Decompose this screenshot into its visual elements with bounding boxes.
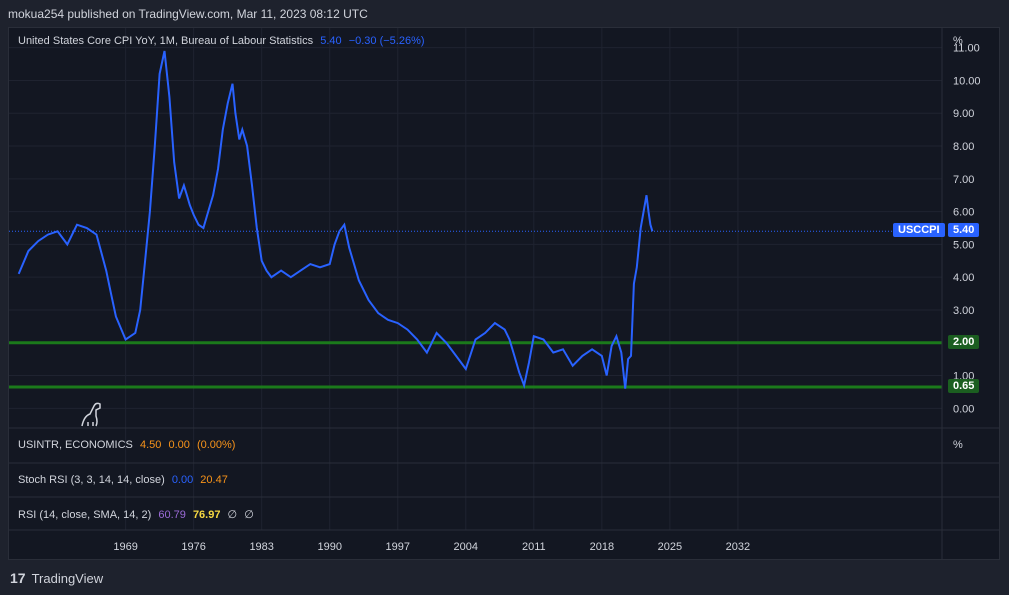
price-unit-label: % — [953, 35, 963, 47]
x-tick-label: 1997 — [386, 541, 410, 553]
y-tick-label: 10.00 — [953, 75, 981, 87]
tradingview-brand: TradingView — [31, 570, 104, 586]
usccpi-price-value: 5.40 — [948, 223, 980, 238]
horizontal-levels — [9, 341, 942, 389]
usccpi-price-tag: USCCPI — [893, 223, 945, 238]
usintr-legend[interactable]: USINTR, ECONOMICS 4.50 0.00 (0.00%) — [18, 439, 239, 451]
y-tick-label: 3.00 — [953, 305, 974, 317]
x-tick-label: 1976 — [181, 541, 205, 553]
grid-lines — [9, 28, 942, 530]
stoch-k: 0.00 — [171, 474, 194, 486]
x-tick-label: 1969 — [113, 541, 137, 553]
main-legend-change: −0.30 (−5.26%) — [348, 35, 425, 47]
y-tick-label: 0.00 — [953, 403, 974, 415]
x-tick-label: 2011 — [522, 541, 546, 553]
level-tag-065: 0.65 — [948, 379, 980, 394]
x-axis-ticks: 1969 1976 1983 1990 1997 2004 2011 2018 2025 2032 — [113, 541, 750, 553]
usintr-v2: 0.00 — [168, 439, 190, 451]
y-tick-label: 11.00 — [953, 43, 980, 55]
x-tick-label: 2004 — [454, 541, 478, 553]
y-tick-label: 4.00 — [953, 272, 974, 284]
y-tick-label: 9.00 — [953, 108, 974, 120]
level-tag-2: 2.00 — [948, 334, 980, 349]
tradingview-footer[interactable]: 17 TradingView — [10, 570, 103, 586]
y-tick-label: 8.00 — [953, 141, 974, 153]
y-tick-label: 6.00 — [953, 207, 974, 219]
x-tick-label: 1990 — [317, 541, 341, 553]
rsi-title: RSI (14, close, SMA, 14, 2) — [18, 509, 152, 521]
x-tick-label: 2018 — [590, 541, 614, 553]
usintr-title: USINTR, ECONOMICS — [18, 439, 133, 451]
rsi-value: 60.79 — [158, 509, 186, 521]
stoch-d: 20.47 — [200, 474, 228, 486]
rsi-sma: 76.97 — [192, 509, 221, 521]
stoch-title: Stoch RSI (3, 3, 14, 14, close) — [18, 474, 165, 486]
usintr-v3: (0.00%) — [196, 439, 236, 451]
rsi-empty-2: ∅ — [244, 509, 254, 521]
x-tick-label: 2032 — [726, 541, 750, 553]
main-legend[interactable]: United States Core CPI YoY, 1M, Bureau o… — [18, 35, 429, 47]
usccpi-tag-label: USCCPI — [898, 224, 940, 237]
x-tick-label: 2025 — [658, 541, 682, 553]
y-tick-label: 5.00 — [953, 239, 974, 251]
rsi-legend[interactable]: RSI (14, close, SMA, 14, 2) 60.79 76.97 … — [18, 508, 258, 521]
y-tick-label: 7.00 — [953, 174, 974, 186]
stoch-legend[interactable]: Stoch RSI (3, 3, 14, 14, close) 0.00 20.… — [18, 474, 232, 486]
published-header: mokua254 published on TradingView.com, M… — [8, 7, 368, 21]
usintr-unit: % — [953, 439, 963, 451]
cpi-series-line — [17, 50, 654, 389]
rsi-empty-1: ∅ — [227, 509, 238, 521]
main-legend-title: United States Core CPI YoY, 1M, Bureau o… — [18, 35, 314, 47]
tradingview-logo-icon: 17 — [10, 570, 26, 586]
dinosaur-icon — [81, 402, 101, 427]
chart-frame[interactable] — [8, 27, 1000, 560]
x-tick-label: 1983 — [249, 541, 273, 553]
main-legend-value: 5.40 — [320, 35, 342, 47]
usintr-v1: 4.50 — [139, 439, 162, 451]
